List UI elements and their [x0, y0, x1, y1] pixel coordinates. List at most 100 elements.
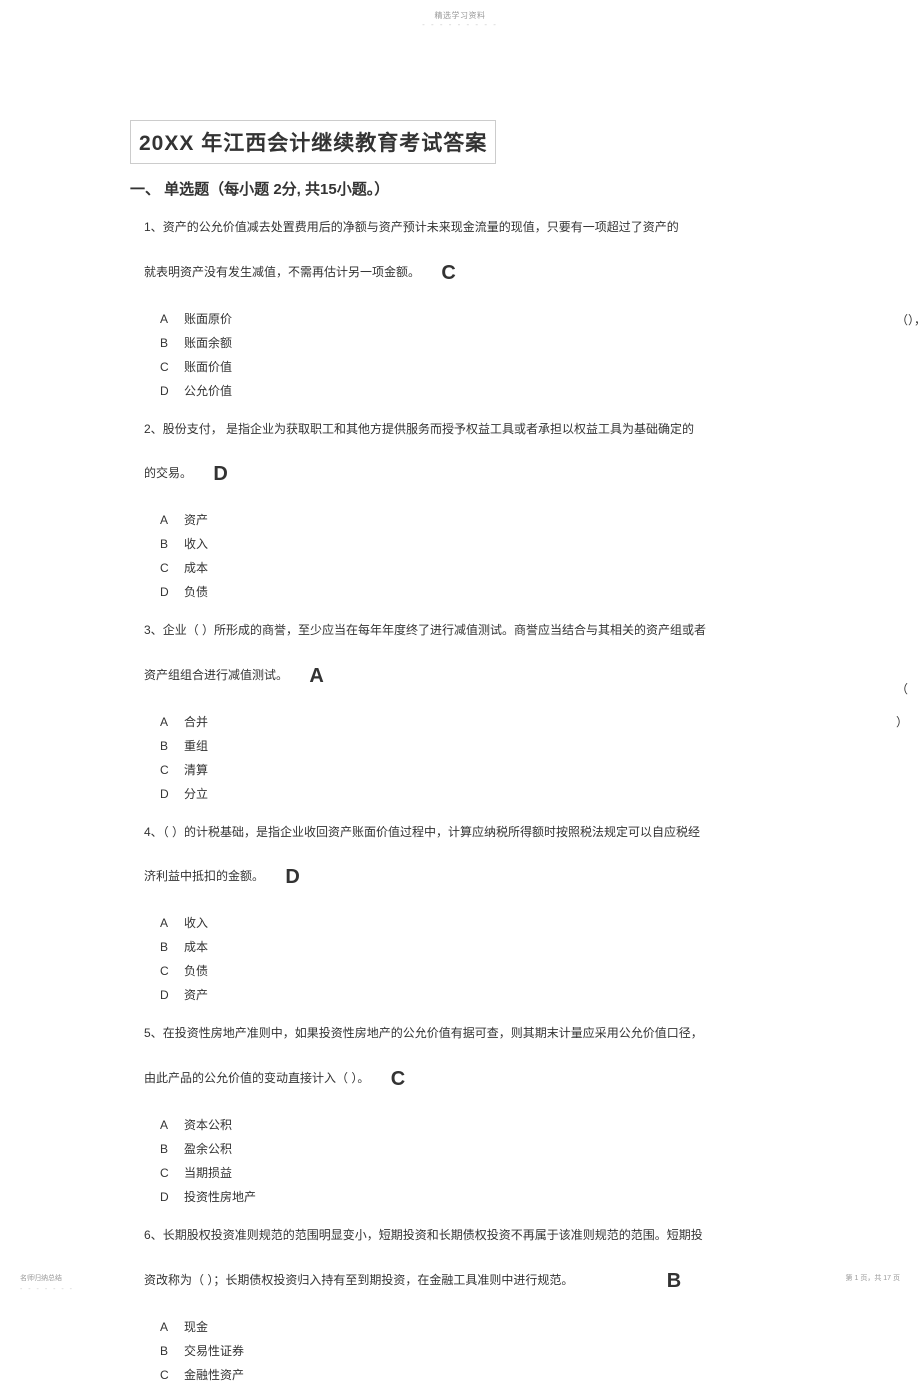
q2-option-c: C成本: [160, 556, 790, 580]
opt-text: 交易性证券: [184, 1344, 244, 1358]
question-5: 5、在投资性房地产准则中，如果投资性房地产的公允价值有据可查，则其期末计量应采用…: [130, 1017, 790, 1209]
q1-paren: （），: [896, 304, 920, 338]
opt-label: C: [160, 1363, 184, 1387]
question-3-line1: 3、企业（ ）所形成的商誉，至少应当在每年年度终了进行减值测试。商誉应当结合与其…: [144, 614, 790, 648]
q6-option-a: A现金: [160, 1315, 790, 1339]
q3-option-b: B重组: [160, 734, 790, 758]
opt-text: 清算: [184, 763, 208, 777]
question-2-line2: 的交易。 D: [144, 446, 790, 502]
q2-option-a: A资产: [160, 508, 790, 532]
opt-label: D: [160, 580, 184, 604]
question-2-line1: 2、股份支付， 是指企业为获取职工和其他方提供服务而授予权益工具或者承担以权益工…: [144, 413, 790, 447]
q5-option-c: C当期损益: [160, 1161, 790, 1185]
q6-answer: B: [667, 1253, 681, 1309]
q2-num: 2、: [144, 422, 163, 436]
question-6-line1: 6、长期股权投资准则规范的范围明显变小，短期投资和长期债权投资不再属于该准则规范…: [144, 1219, 790, 1253]
opt-text: 盈余公积: [184, 1142, 232, 1156]
opt-label: B: [160, 532, 184, 556]
q4-text2: 济利益中抵扣的金额。: [144, 870, 264, 884]
q1-answer: C: [441, 245, 455, 301]
footer-dashes-left: - - - - - - -: [20, 1286, 74, 1293]
q5-num: 5、: [144, 1026, 163, 1040]
opt-text: 资产: [184, 988, 208, 1002]
opt-text: 负债: [184, 964, 208, 978]
q2-paren: （ ）: [896, 673, 908, 740]
q5-text2: 由此产品的公允价值的变动直接计入（ ）。: [144, 1071, 369, 1085]
question-4-line2: 济利益中抵扣的金额。 D: [144, 849, 790, 905]
q1-text1: 资产的公允价值减去处置费用后的净额与资产预计未来现金流量的现值，只要有一项超过了…: [163, 220, 679, 234]
question-3-line2: 资产组组合进行减值测试。 A: [144, 648, 790, 704]
q3-answer: A: [309, 648, 323, 704]
q5-option-b: B盈余公积: [160, 1137, 790, 1161]
opt-text: 收入: [184, 537, 208, 551]
opt-text: 账面余额: [184, 336, 232, 350]
opt-text: 当期损益: [184, 1166, 232, 1180]
opt-label: B: [160, 935, 184, 959]
q3-option-a: A合并: [160, 710, 790, 734]
q4-option-a: A收入: [160, 911, 790, 935]
q6-option-c: C金融性资产: [160, 1363, 790, 1387]
q1-option-c: C账面价值: [160, 355, 790, 379]
q2-options: A资产 B收入 C成本 D负债: [160, 508, 790, 604]
q5-option-d: D投资性房地产: [160, 1185, 790, 1209]
question-1: 1、资产的公允价值减去处置费用后的净额与资产预计未来现金流量的现值，只要有一项超…: [130, 211, 790, 403]
document-content: 20XX 年江西会计继续教育考试答案 一、 单选题（每小题 2分, 共15小题。…: [130, 120, 790, 1397]
q4-answer: D: [285, 849, 299, 905]
q2-text2: 的交易。: [144, 466, 192, 480]
opt-label: A: [160, 911, 184, 935]
opt-text: 现金: [184, 1320, 208, 1334]
q3-text1: 企业（ ）所形成的商誉，至少应当在每年年度终了进行减值测试。商誉应当结合与其相关…: [163, 623, 706, 637]
opt-label: C: [160, 1161, 184, 1185]
opt-label: A: [160, 1113, 184, 1137]
q6-num: 6、: [144, 1228, 163, 1242]
q5-answer: C: [391, 1051, 405, 1107]
question-4-line1: 4、（ ）的计税基础，是指企业收回资产账面价值过程中，计算应纳税所得额时按照税法…: [144, 816, 790, 850]
opt-text: 成本: [184, 561, 208, 575]
q3-options: A合并 B重组 C清算 D分立: [160, 710, 790, 806]
q5-option-a: A资本公积: [160, 1113, 790, 1137]
q4-option-b: B成本: [160, 935, 790, 959]
q2-option-b: B收入: [160, 532, 790, 556]
opt-label: B: [160, 331, 184, 355]
q1-num: 1、: [144, 220, 163, 234]
q1-text2: 就表明资产没有发生减值，不需再估计另一项金额。: [144, 265, 420, 279]
opt-label: A: [160, 710, 184, 734]
opt-text: 分立: [184, 787, 208, 801]
opt-label: B: [160, 1339, 184, 1363]
question-3: 3、企业（ ）所形成的商誉，至少应当在每年年度终了进行减值测试。商誉应当结合与其…: [130, 614, 790, 806]
question-5-line1: 5、在投资性房地产准则中，如果投资性房地产的公允价值有据可查，则其期末计量应采用…: [144, 1017, 790, 1051]
opt-text: 投资性房地产: [184, 1190, 256, 1204]
question-4: 4、（ ）的计税基础，是指企业收回资产账面价值过程中，计算应纳税所得额时按照税法…: [130, 816, 790, 1008]
q1-option-d: D公允价值: [160, 379, 790, 403]
q2-option-d: D负债: [160, 580, 790, 604]
opt-label: C: [160, 959, 184, 983]
header-dashes: - - - - - - - - -: [0, 20, 920, 29]
opt-label: B: [160, 1137, 184, 1161]
q4-text1: （ ）的计税基础，是指企业收回资产账面价值过程中，计算应纳税所得额时按照税法规定…: [163, 825, 700, 839]
q1-options: A账面原价 B账面余额 C账面价值 D公允价值: [160, 307, 790, 403]
opt-label: C: [160, 556, 184, 580]
q3-text2: 资产组组合进行减值测试。: [144, 668, 288, 682]
opt-text: 成本: [184, 940, 208, 954]
footer-left: 名师归纳总结: [20, 1273, 62, 1283]
q6-text2: 资改称为（ ）；长期债权投资归入持有至到期投资，在金融工具准则中进行规范。: [144, 1273, 573, 1287]
opt-label: D: [160, 782, 184, 806]
q1-option-b: B账面余额: [160, 331, 790, 355]
opt-label: C: [160, 758, 184, 782]
q4-option-c: C负债: [160, 959, 790, 983]
footer-right: 第 1 页，共 17 页: [846, 1273, 900, 1283]
q3-option-c: C清算: [160, 758, 790, 782]
opt-label: D: [160, 379, 184, 403]
title-box: 20XX 年江西会计继续教育考试答案: [130, 120, 496, 164]
question-2: 2、股份支付， 是指企业为获取职工和其他方提供服务而授予权益工具或者承担以权益工…: [130, 413, 790, 605]
opt-label: D: [160, 1185, 184, 1209]
opt-text: 收入: [184, 916, 208, 930]
opt-label: B: [160, 734, 184, 758]
q4-num: 4、: [144, 825, 163, 839]
opt-text: 账面价值: [184, 360, 232, 374]
q6-options: A现金 B交易性证券 C金融性资产: [160, 1315, 790, 1387]
q2-answer: D: [213, 446, 227, 502]
q4-option-d: D资产: [160, 983, 790, 1007]
main-title: 20XX 年江西会计继续教育考试答案: [139, 127, 487, 157]
question-1-line1: 1、资产的公允价值减去处置费用后的净额与资产预计未来现金流量的现值，只要有一项超…: [144, 211, 790, 245]
